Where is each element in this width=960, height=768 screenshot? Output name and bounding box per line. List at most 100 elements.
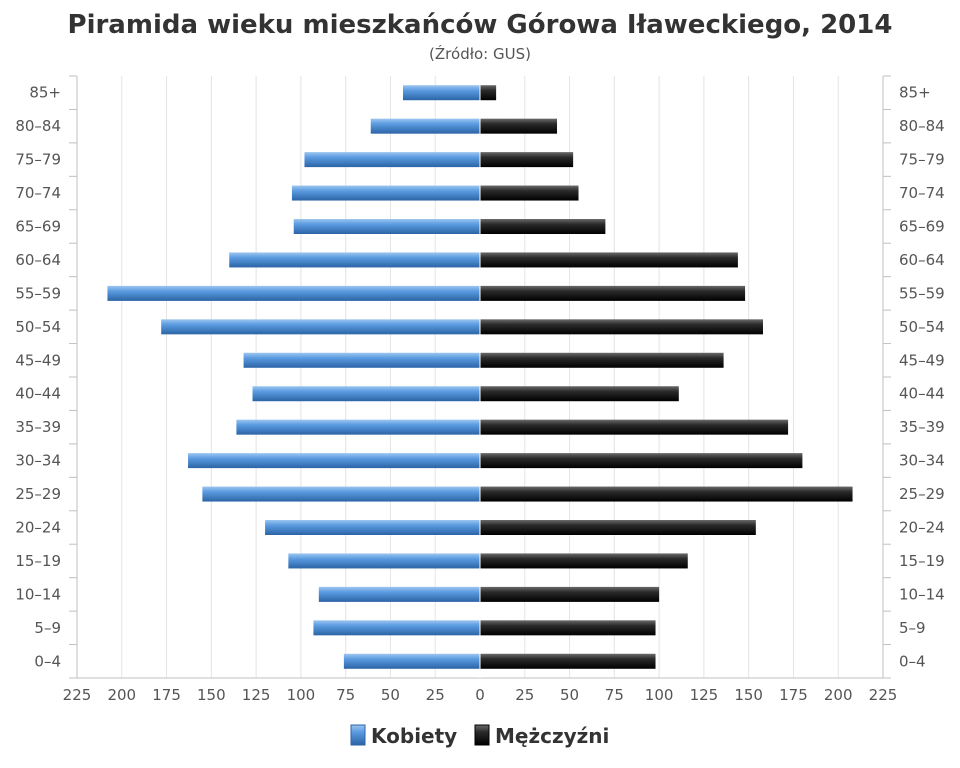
bar-kobiety[interactable] [161, 319, 480, 335]
y-category-label-right: 30–34 [899, 452, 945, 470]
y-category-label-left: 10–14 [15, 585, 61, 603]
x-tick-label: 25 [426, 686, 445, 704]
bar-mezczyzni[interactable] [480, 553, 688, 569]
bar-mezczyzni[interactable] [480, 85, 497, 101]
x-tick-label: 200 [107, 686, 136, 704]
y-category-label-left: 25–29 [15, 485, 61, 503]
y-category-label-right: 60–64 [899, 251, 945, 269]
bar-kobiety[interactable] [293, 219, 480, 234]
y-category-label-left: 30–34 [15, 452, 61, 470]
legend-swatch-mezczyzni[interactable] [474, 724, 490, 746]
y-category-label-left: 5–9 [34, 619, 61, 637]
bar-mezczyzni[interactable] [480, 586, 660, 602]
bar-kobiety[interactable] [304, 152, 480, 168]
bar-mezczyzni[interactable] [480, 486, 853, 502]
y-category-label-left: 85+ [29, 84, 61, 102]
y-category-label-right: 75–79 [899, 151, 945, 169]
bar-mezczyzni[interactable] [480, 620, 656, 636]
x-tick-label: 225 [869, 686, 898, 704]
y-category-label-right: 20–24 [899, 519, 945, 537]
bar-mezczyzni[interactable] [480, 219, 606, 234]
y-category-label-right: 5–9 [899, 619, 926, 637]
y-category-label-left: 55–59 [15, 284, 61, 302]
x-axis-tick-labels: 225 200 175 150 125 100 75 50 25 0 25 50 75 100 125 150… [63, 686, 898, 704]
y-category-label-left: 35–39 [15, 418, 61, 436]
y-category-label-left: 65–69 [15, 218, 61, 236]
y-axis-labels-right: 0–4 5–9 10–14 15–19 20–24 25–29 30–34 35–39 40–4… [899, 84, 945, 671]
bar-kobiety[interactable] [402, 85, 480, 101]
y-category-label-left: 40–44 [15, 385, 61, 403]
y-category-label-left: 20–24 [15, 519, 61, 537]
bar-kobiety[interactable] [202, 486, 480, 502]
bar-kobiety[interactable] [318, 586, 480, 602]
bar-mezczyzni[interactable] [480, 453, 803, 469]
bar-mezczyzni[interactable] [480, 653, 656, 669]
legend-label-kobiety[interactable]: Kobiety [371, 724, 457, 748]
x-tick-label: 225 [63, 686, 92, 704]
y-category-label-right: 85+ [899, 84, 931, 102]
bar-mezczyzni[interactable] [480, 152, 574, 168]
x-tick-label: 125 [690, 686, 719, 704]
bar-mezczyzni[interactable] [480, 252, 738, 268]
bars [107, 76, 853, 678]
bar-kobiety[interactable] [291, 185, 480, 201]
bar-mezczyzni[interactable] [480, 285, 746, 301]
y-category-label-left: 80–84 [15, 117, 61, 135]
y-category-label-left: 45–49 [15, 351, 61, 369]
x-tick-label: 175 [779, 686, 808, 704]
y-category-label-right: 35–39 [899, 418, 945, 436]
x-tick-label: 50 [560, 686, 579, 704]
y-category-label-left: 75–79 [15, 151, 61, 169]
x-tick-label: 0 [475, 686, 485, 704]
x-tick-label: 25 [515, 686, 534, 704]
bar-kobiety[interactable] [288, 553, 480, 569]
bar-kobiety[interactable] [265, 520, 480, 535]
y-category-label-left: 15–19 [15, 552, 61, 570]
legend-swatch-kobiety[interactable] [350, 724, 366, 746]
x-tick-label: 200 [824, 686, 853, 704]
y-category-label-right: 50–54 [899, 318, 945, 336]
x-tick-label: 50 [381, 686, 400, 704]
y-category-label-left: 60–64 [15, 251, 61, 269]
y-category-label-right: 70–74 [899, 184, 945, 202]
y-category-label-right: 25–29 [899, 485, 945, 503]
y-category-label-left: 70–74 [15, 184, 61, 202]
bar-mezczyzni[interactable] [480, 419, 789, 435]
bar-mezczyzni[interactable] [480, 118, 558, 134]
bar-mezczyzni[interactable] [480, 185, 579, 201]
y-category-label-right: 15–19 [899, 552, 945, 570]
grid-lines [76, 76, 884, 678]
bar-kobiety[interactable] [370, 118, 480, 134]
chart-title: Piramida wieku mieszkańców Górowa Iławec… [68, 10, 893, 40]
x-tick-label: 75 [336, 686, 355, 704]
bar-mezczyzni[interactable] [480, 520, 756, 535]
legend-label-mezczyzni[interactable]: Mężczyźni [495, 724, 609, 748]
x-tick-label: 150 [734, 686, 763, 704]
bar-kobiety[interactable] [229, 252, 480, 268]
legend[interactable]: Kobiety Mężczyźni [350, 724, 609, 748]
y-category-label-right: 80–84 [899, 117, 945, 135]
bar-mezczyzni[interactable] [480, 386, 679, 402]
bar-mezczyzni[interactable] [480, 352, 724, 368]
bar-mezczyzni[interactable] [480, 319, 763, 335]
x-tick-label: 100 [645, 686, 674, 704]
bar-kobiety[interactable] [313, 620, 480, 636]
y-category-label-right: 55–59 [899, 284, 945, 302]
y-category-label-right: 40–44 [899, 385, 945, 403]
bar-kobiety[interactable] [188, 453, 480, 469]
y-category-label-left: 50–54 [15, 318, 61, 336]
bar-kobiety[interactable] [236, 419, 480, 435]
y-category-label-right: 65–69 [899, 218, 945, 236]
x-tick-label: 100 [287, 686, 316, 704]
x-tick-label: 75 [605, 686, 624, 704]
bar-kobiety[interactable] [343, 653, 480, 669]
y-category-label-right: 45–49 [899, 351, 945, 369]
bar-kobiety[interactable] [252, 386, 480, 402]
x-tick-label: 150 [197, 686, 226, 704]
bar-kobiety[interactable] [107, 285, 481, 301]
bar-kobiety[interactable] [243, 352, 480, 368]
y-category-label-right: 0–4 [899, 652, 926, 670]
x-tick-label: 125 [242, 686, 271, 704]
x-tick-label: 175 [152, 686, 181, 704]
